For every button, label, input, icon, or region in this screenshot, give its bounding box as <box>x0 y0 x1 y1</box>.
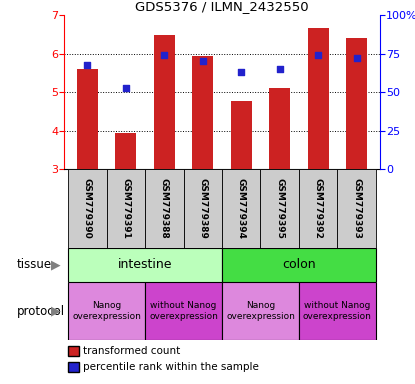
Text: Nanog
overexpression: Nanog overexpression <box>72 301 141 321</box>
Text: GSM779390: GSM779390 <box>83 178 92 239</box>
Text: without Nanog
overexpression: without Nanog overexpression <box>303 301 372 321</box>
Bar <box>222 282 299 340</box>
Bar <box>299 282 376 340</box>
Bar <box>231 101 252 169</box>
Bar <box>77 69 98 169</box>
Bar <box>145 169 183 248</box>
Text: GSM779395: GSM779395 <box>275 178 284 239</box>
Point <box>161 52 168 58</box>
Point <box>122 84 129 91</box>
Point <box>200 58 206 65</box>
Title: GDS5376 / ILMN_2432550: GDS5376 / ILMN_2432550 <box>135 0 309 13</box>
Bar <box>107 169 145 248</box>
Bar <box>68 282 145 340</box>
Text: transformed count: transformed count <box>83 346 180 356</box>
Bar <box>222 169 261 248</box>
Bar <box>115 133 137 169</box>
Text: colon: colon <box>282 258 316 271</box>
Point <box>353 55 360 61</box>
Text: ▶: ▶ <box>51 305 61 318</box>
Point <box>276 66 283 72</box>
Text: GSM779392: GSM779392 <box>314 178 323 239</box>
Bar <box>269 88 290 169</box>
Text: ▶: ▶ <box>51 258 61 271</box>
Text: GSM779393: GSM779393 <box>352 178 361 239</box>
Bar <box>261 169 299 248</box>
Bar <box>154 35 175 169</box>
Bar <box>308 28 329 169</box>
Bar <box>346 38 367 169</box>
Text: intestine: intestine <box>118 258 172 271</box>
Text: Nanog
overexpression: Nanog overexpression <box>226 301 295 321</box>
Bar <box>337 169 376 248</box>
Bar <box>68 248 222 282</box>
Text: GSM779388: GSM779388 <box>160 178 169 239</box>
Text: GSM779391: GSM779391 <box>121 178 130 239</box>
Bar <box>192 56 213 169</box>
Text: GSM779394: GSM779394 <box>237 178 246 239</box>
Text: tissue: tissue <box>17 258 52 271</box>
Bar <box>222 248 376 282</box>
Text: percentile rank within the sample: percentile rank within the sample <box>83 362 259 372</box>
Text: without Nanog
overexpression: without Nanog overexpression <box>149 301 218 321</box>
Text: GSM779389: GSM779389 <box>198 178 208 239</box>
Bar <box>299 169 337 248</box>
Bar <box>68 169 107 248</box>
Text: protocol: protocol <box>17 305 65 318</box>
Bar <box>183 169 222 248</box>
Point <box>238 69 244 75</box>
Point <box>315 52 322 58</box>
Bar <box>145 282 222 340</box>
Point <box>84 61 91 68</box>
